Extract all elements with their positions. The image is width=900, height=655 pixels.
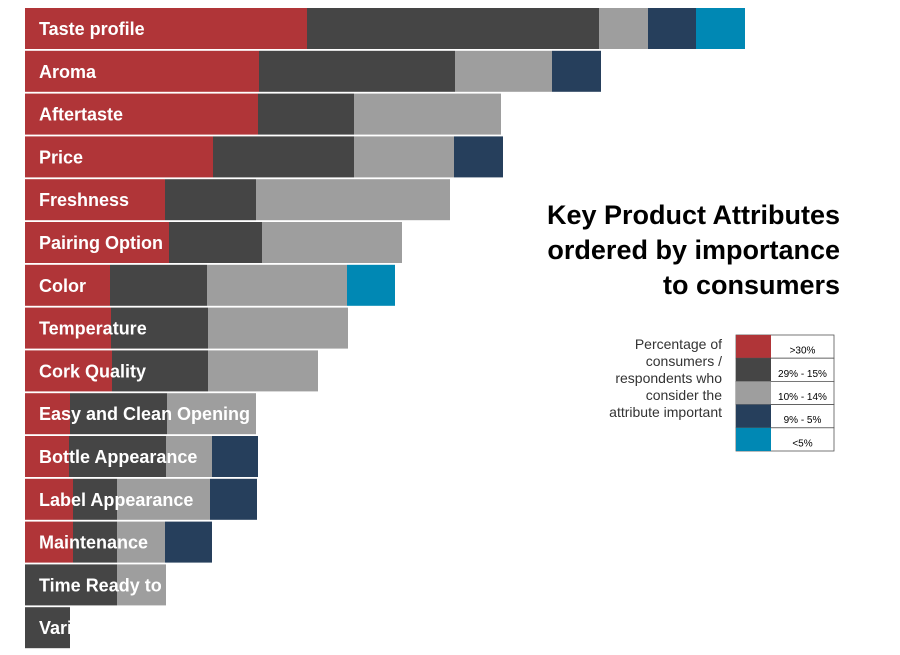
chart-title-line: Key Product Attributes — [547, 200, 840, 230]
legend-description-line: attribute important — [609, 404, 722, 420]
category-label-bottle-appearance: Bottle Appearance — [39, 447, 197, 467]
legend-swatch-2 — [736, 381, 771, 405]
bar-segment-maintenance-2 — [117, 521, 165, 563]
category-label-variant-recognition: Variant Recognition — [39, 618, 208, 638]
bar-segment-easy-and-clean-opening-0 — [25, 393, 70, 435]
legend-swatch-1 — [736, 358, 771, 382]
category-label-aftertaste: Aftertaste — [39, 105, 123, 125]
category-label-pairing-option: Pairing Option — [39, 233, 163, 253]
bar-segment-temperature-1 — [111, 307, 208, 349]
bar-segment-label-appearance-1 — [73, 478, 117, 520]
bar-segment-cork-quality-0 — [25, 350, 112, 392]
bar-segment-pairing-option-1 — [169, 222, 262, 263]
bar-segment-taste-profile-3 — [648, 8, 696, 49]
legend-label-4: <5% — [792, 438, 812, 449]
legend-label-3: 9% - 5% — [784, 415, 822, 426]
category-label-color: Color — [39, 276, 86, 296]
bar-segment-label-appearance-2 — [117, 478, 210, 520]
category-label-taste-profile: Taste profile — [39, 19, 145, 39]
category-label-easy-and-clean-opening: Easy and Clean Opening — [39, 404, 250, 424]
bar-segment-variant-recognition-1 — [25, 607, 70, 649]
bar-segment-aftertaste-0 — [25, 93, 258, 135]
bar-segment-color-0 — [25, 264, 110, 306]
bar-segment-price-0 — [25, 136, 213, 178]
category-label-maintenance: Maintenance — [39, 533, 148, 553]
bar-segment-freshness-0 — [25, 179, 165, 221]
bar-segment-color-2 — [207, 264, 347, 306]
legend-description-line: consumers / — [646, 353, 722, 369]
legend-description-line: consider the — [646, 387, 722, 403]
bar-segment-time-ready-to-drink-1 — [25, 564, 117, 606]
bar-segment-label-appearance-0 — [25, 478, 73, 520]
legend-swatch-0 — [736, 335, 771, 359]
bar-segment-maintenance-1 — [73, 521, 117, 563]
category-label-label-appearance: Label Appearance — [39, 490, 193, 510]
bar-segment-aftertaste-1 — [258, 93, 354, 135]
bar-segment-maintenance-0 — [25, 521, 73, 563]
category-label-time-ready-to-drink: Time Ready to Drink — [39, 575, 214, 595]
bar-segment-bottle-appearance-3 — [212, 436, 258, 477]
chart-title: Key Product Attributes ordered by importa… — [547, 200, 840, 300]
legend-label-2: 10% - 14% — [778, 392, 827, 403]
legend-label-1: 29% - 15% — [778, 369, 827, 380]
bar-segment-taste-profile-2 — [599, 8, 648, 49]
bar-segment-aftertaste-2 — [354, 93, 501, 135]
category-label-aroma: Aroma — [39, 62, 97, 82]
category-label-cork-quality: Cork Quality — [39, 361, 146, 381]
bar-segment-taste-profile-0 — [25, 8, 307, 49]
bar-segment-time-ready-to-drink-2 — [117, 564, 166, 606]
bars-layer — [25, 8, 745, 650]
legend-swatch-3 — [736, 404, 771, 428]
bar-segment-cork-quality-1 — [112, 350, 208, 392]
bar-segment-freshness-1 — [165, 179, 256, 221]
bar-segment-color-4 — [347, 264, 395, 306]
bar-segment-price-3 — [454, 136, 503, 178]
legend-label-0: >30% — [790, 346, 816, 357]
bar-segment-easy-and-clean-opening-2 — [167, 393, 256, 435]
chart-title-line: ordered by importance — [547, 235, 840, 265]
chart-title-line: to consumers — [663, 270, 840, 300]
bar-segment-freshness-2 — [256, 179, 450, 221]
bar-segment-bottle-appearance-2 — [166, 436, 212, 477]
category-label-freshness: Freshness — [39, 190, 129, 210]
bar-segment-aroma-0 — [25, 50, 259, 92]
bar-segment-bottle-appearance-1 — [69, 436, 166, 477]
category-label-price: Price — [39, 147, 83, 167]
bar-segment-easy-and-clean-opening-1 — [70, 393, 167, 435]
legend-description-line: Percentage of — [635, 336, 722, 352]
bar-segment-taste-profile-1 — [307, 8, 599, 49]
bar-segment-pairing-option-2 — [262, 222, 402, 263]
legend-swatch-4 — [736, 427, 771, 451]
bar-segment-bottle-appearance-0 — [25, 436, 69, 477]
bar-labels-layer: Taste profile Aroma Aftertaste Price Freshne… — [39, 19, 250, 638]
bar-segment-pairing-option-0 — [25, 222, 169, 263]
bar-segment-label-appearance-3 — [210, 478, 257, 520]
bar-segment-maintenance-3 — [165, 521, 212, 563]
bar-segment-temperature-2 — [208, 307, 348, 349]
bar-segment-price-1 — [213, 136, 354, 178]
bar-segment-aroma-1 — [259, 50, 455, 92]
category-label-temperature: Temperature — [39, 319, 147, 339]
bar-segment-taste-profile-4 — [696, 8, 745, 49]
bar-segment-aroma-3 — [552, 50, 601, 92]
bar-segment-aroma-2 — [455, 50, 552, 92]
bar-segment-price-2 — [354, 136, 454, 178]
bar-segment-temperature-0 — [25, 307, 111, 349]
bar-segment-cork-quality-2 — [208, 350, 318, 392]
legend-description-line: respondents who — [615, 370, 722, 386]
bar-segment-color-1 — [110, 264, 207, 306]
